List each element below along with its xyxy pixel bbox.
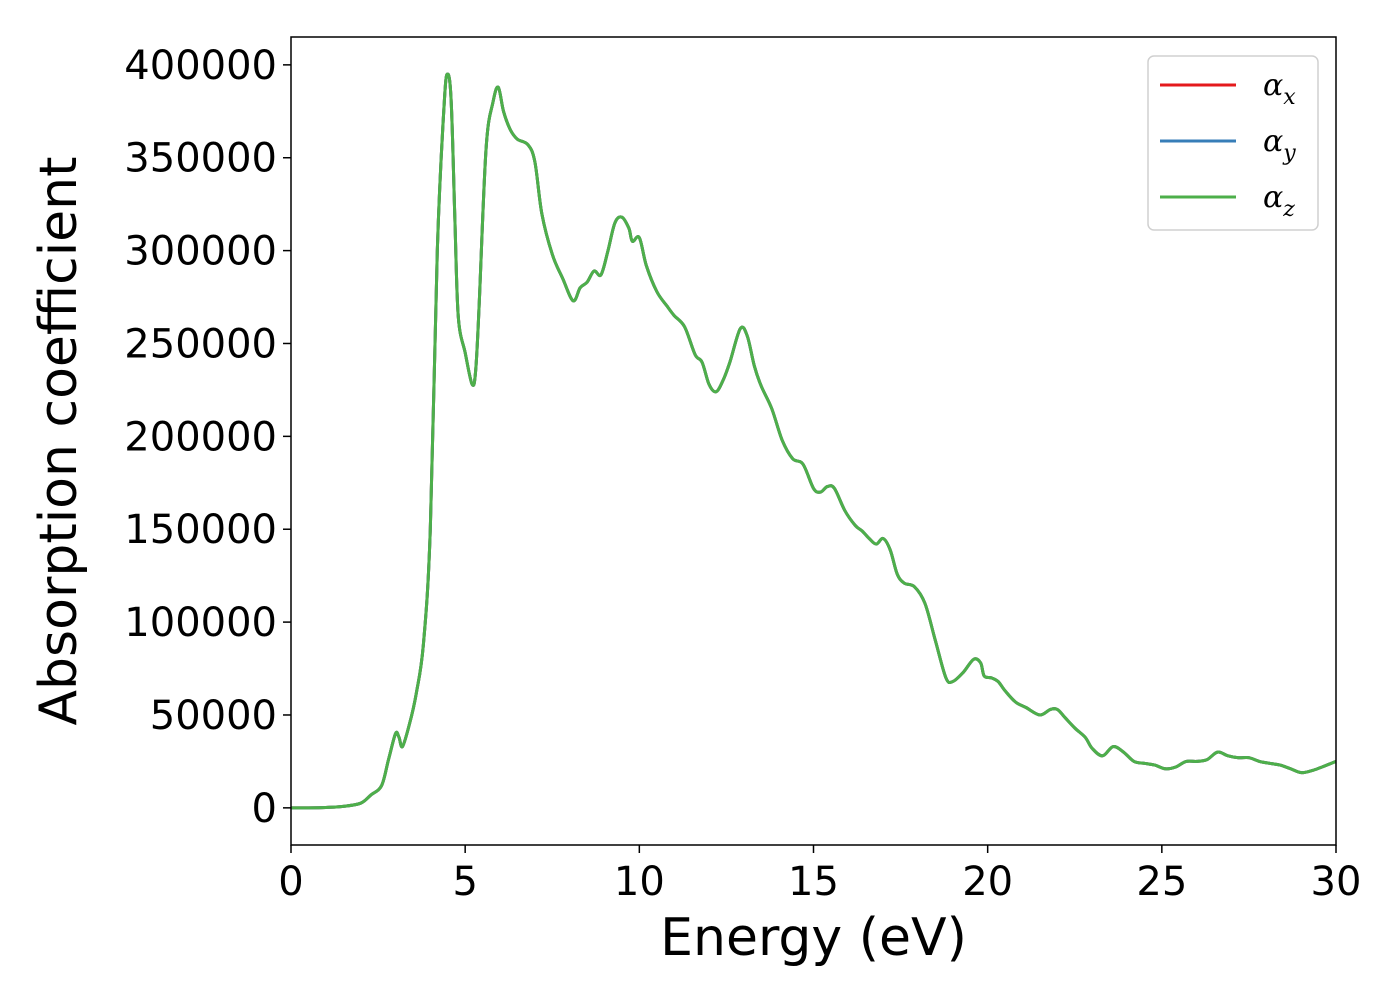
x-axis-title: Energy (eV)	[660, 908, 967, 968]
x-tick-label: 30	[1311, 859, 1362, 905]
y-tick-label: 300000	[124, 229, 277, 275]
legend-subscript: x	[1283, 85, 1296, 110]
y-tick-label: 0	[252, 786, 277, 832]
y-axis-title: Absorption coefficient	[29, 156, 89, 725]
x-tick-label: 15	[788, 859, 839, 905]
y-tick-label: 400000	[124, 43, 277, 89]
x-tick-label: 10	[614, 859, 665, 905]
y-axis-ticks: 0 50000 100000 150000 200000 250000 300000 3500…	[124, 43, 291, 832]
y-tick-label: 200000	[124, 414, 277, 460]
legend-symbol: α	[1263, 124, 1283, 159]
legend-symbol: α	[1263, 180, 1283, 215]
series-line-alpha-z	[291, 72, 1337, 810]
x-tick-label: 5	[452, 859, 477, 905]
legend-box	[1147, 55, 1319, 231]
legend-label-alpha-x: αx	[1263, 68, 1296, 110]
y-tick-label: 350000	[124, 136, 277, 182]
x-axis-ticks: 0 5 10 15 20 25 30	[278, 845, 1361, 905]
x-tick-label: 25	[1136, 859, 1187, 905]
y-tick-label: 250000	[124, 321, 277, 367]
legend-label-alpha-z: αz	[1263, 180, 1295, 222]
x-tick-label: 0	[278, 859, 303, 905]
legend-label-alpha-y: αy	[1263, 124, 1296, 166]
y-tick-label: 150000	[124, 507, 277, 553]
legend-subscript: z	[1282, 197, 1295, 222]
legend-subscript: y	[1282, 141, 1296, 166]
y-tick-label: 50000	[150, 693, 277, 739]
legend-symbol: α	[1263, 68, 1283, 103]
x-tick-label: 20	[962, 859, 1013, 905]
y-tick-label: 100000	[124, 600, 277, 646]
series-layer	[291, 72, 1337, 810]
